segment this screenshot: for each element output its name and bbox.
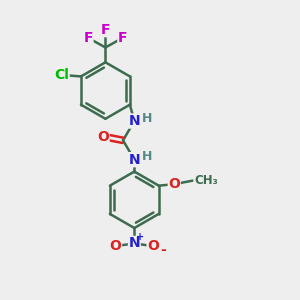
Text: O: O [168,177,180,191]
Text: N: N [128,153,140,167]
Text: H: H [142,112,152,124]
Text: H: H [142,150,152,163]
Text: O: O [110,239,122,253]
Text: F: F [83,31,93,45]
Text: F: F [101,22,110,37]
Text: +: + [136,232,144,242]
Text: Cl: Cl [54,68,69,82]
Text: N: N [128,114,140,128]
Text: O: O [147,239,159,253]
Text: -: - [160,243,166,257]
Text: N: N [128,236,140,250]
Text: CH₃: CH₃ [194,174,218,187]
Text: F: F [118,31,128,45]
Text: O: O [97,130,109,144]
